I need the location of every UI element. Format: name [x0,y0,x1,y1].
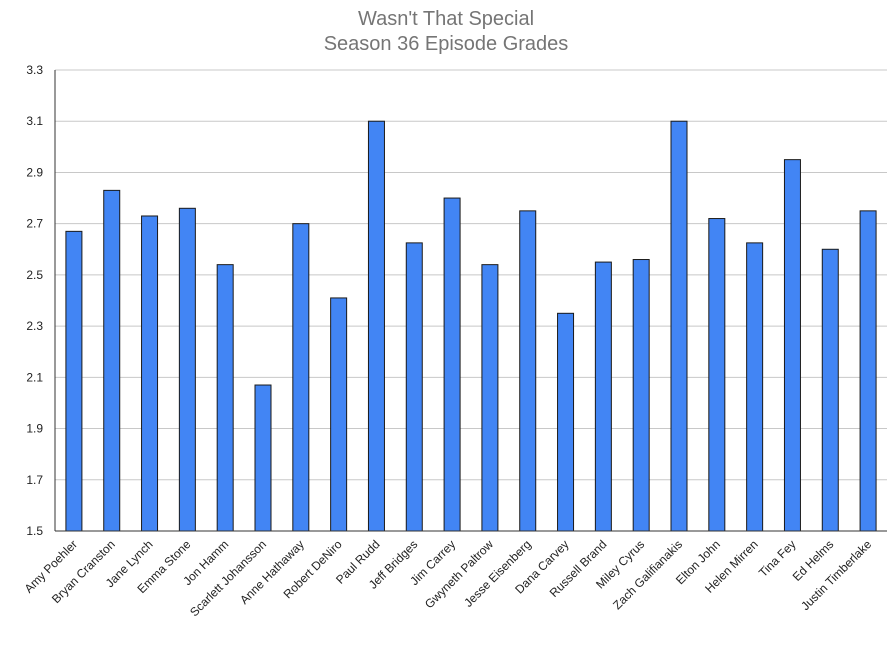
bar [367,120,385,532]
bar [594,261,612,532]
x-tick-label: Zach Galifianakis [610,537,685,612]
y-tick-label: 2.7 [26,217,43,231]
x-tick-label: Justin Timberlake [798,537,874,613]
y-tick-label: 2.5 [26,268,43,282]
bar [859,210,877,532]
y-tick-label: 1.5 [26,524,43,538]
bar [65,230,83,532]
chart-title-line-2: Season 36 Episode Grades [324,33,569,55]
bar [670,120,688,532]
chart-title: Wasn't That Special Season 36 Episode Gr… [324,8,569,55]
chart-title-line-1: Wasn't That Special [358,8,534,30]
bar [178,207,196,532]
bar [708,218,726,532]
bar [216,264,234,532]
bar [254,384,272,532]
bar [292,223,310,532]
x-tick-label: Gwyneth Paltrow [422,537,496,611]
x-tick-label: Jesse Eisenberg [461,537,534,610]
y-tick-label: 2.9 [26,165,43,179]
bar [821,248,839,532]
y-tick-label: 2.1 [26,370,43,384]
y-axis-ticks: 1.5 1.7 1.9 2.1 2.3 2.5 2.7 2.9 3.1 3.3 [26,63,43,538]
bar [557,312,575,532]
bar [103,189,121,532]
bars [65,120,877,532]
y-tick-label: 1.9 [26,422,43,436]
bar [141,215,159,532]
y-tick-label: 1.7 [26,473,43,487]
y-tick-label: 2.3 [26,319,43,333]
bar [632,259,650,532]
bar [443,197,461,532]
bar [405,242,423,532]
bar [783,159,801,532]
y-tick-label: 3.1 [26,114,43,128]
y-tick-label: 3.3 [26,63,43,77]
bar [481,264,499,532]
bar [330,297,348,532]
bar [519,210,537,532]
bar [746,242,764,532]
